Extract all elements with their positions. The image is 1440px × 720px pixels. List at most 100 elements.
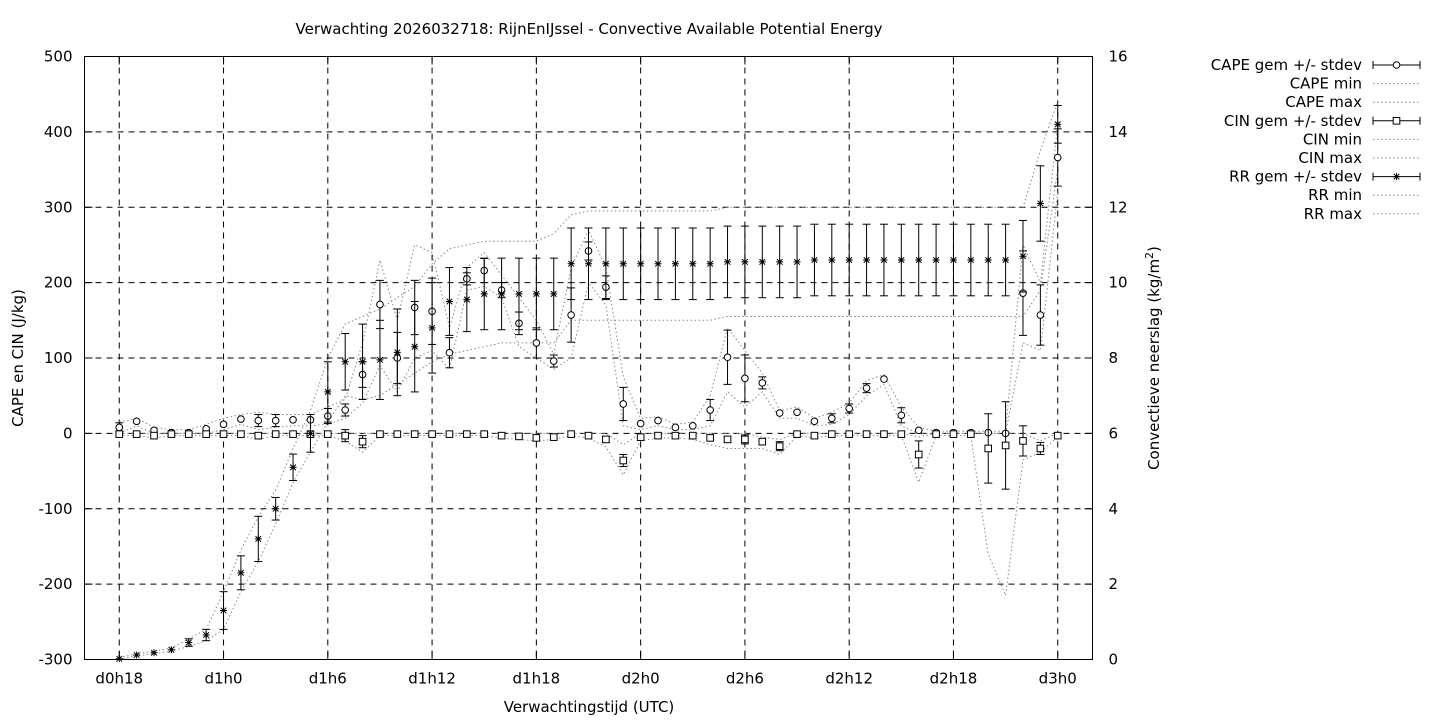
- y2-label-end: ): [1145, 246, 1163, 252]
- cin-point: [445, 430, 454, 438]
- rr-point: [237, 569, 245, 577]
- cin-point: [845, 430, 853, 438]
- cin-point: [793, 430, 801, 438]
- cape-point: [741, 374, 749, 383]
- y-tick-label: 300: [44, 198, 73, 216]
- legend-label: CIN gem +/- stdev: [1224, 112, 1362, 130]
- y-axis-ticks: -300 -200 -100 0 100 200 300 400 500: [38, 48, 93, 669]
- rr-point: [567, 260, 575, 268]
- cin-point: [706, 434, 714, 442]
- y2-axis-ticks: 0 2 4 6 8 10 12 14 16: [1084, 48, 1128, 669]
- legend-label: RR max: [1304, 205, 1362, 223]
- rr-point: [637, 260, 645, 268]
- rr-point: [550, 290, 558, 298]
- rr-point: [254, 535, 262, 543]
- cape-point: [1053, 153, 1062, 162]
- cin-point: [428, 430, 436, 438]
- cin-point: [671, 431, 680, 440]
- rr-point: [828, 256, 836, 264]
- legend-label: CIN max: [1298, 149, 1362, 167]
- cin-point: [967, 430, 975, 438]
- cape-point: [706, 406, 714, 414]
- legend-label: RR gem +/- stdev: [1229, 168, 1362, 186]
- rr-point: [1036, 199, 1044, 207]
- x-tick-label: d1h18: [513, 670, 561, 688]
- y-tick-label: 0: [63, 424, 73, 442]
- cin-point: [862, 430, 871, 438]
- y2-tick-label: 0: [1109, 651, 1119, 669]
- min-max-lines: [119, 101, 1059, 660]
- rr-point: [376, 356, 384, 364]
- cape-point: [636, 419, 645, 428]
- y2-tick-label: 14: [1109, 123, 1128, 141]
- rr-point: [393, 348, 401, 356]
- cape-point: [914, 426, 923, 435]
- cin-point: [532, 434, 541, 442]
- legend-marker: [1392, 117, 1401, 125]
- rr-point: [619, 260, 627, 268]
- y-tick-label: -200: [38, 575, 72, 593]
- legend-label: CAPE gem +/- stdev: [1211, 56, 1362, 74]
- rr-point: [185, 639, 193, 647]
- cin-point: [897, 430, 906, 438]
- cape-point: [219, 420, 228, 429]
- rr-point: [324, 388, 332, 396]
- cin-point: [271, 430, 280, 438]
- cin-point: [1001, 441, 1010, 450]
- y-tick-label: -100: [38, 500, 72, 518]
- cin-point: [914, 450, 923, 459]
- cin-point: [376, 430, 384, 438]
- cin-point: [688, 431, 697, 440]
- rr-point: [585, 260, 592, 268]
- cape-point: [897, 411, 906, 420]
- cin-point: [828, 430, 836, 438]
- cin-point: [184, 430, 193, 438]
- rr-point: [1002, 256, 1010, 264]
- y-tick-label: 400: [44, 123, 73, 141]
- y2-label-main: Convectieve neerslag (kg/m: [1145, 259, 1163, 470]
- rr-maxline: [119, 101, 1059, 659]
- rr-point: [1019, 252, 1027, 260]
- rr-point: [758, 258, 766, 266]
- cin-point: [497, 431, 506, 440]
- rr-point: [863, 256, 871, 264]
- rr-point: [810, 256, 818, 264]
- cin-point: [654, 431, 662, 440]
- rr-point: [498, 290, 506, 298]
- cin-point: [984, 444, 993, 453]
- cape-point: [532, 339, 541, 347]
- x-tick-label: d3h0: [1039, 670, 1077, 688]
- y-tick-label: 200: [44, 274, 73, 292]
- cape-point: [880, 375, 888, 383]
- legend-label: CAPE max: [1285, 93, 1362, 111]
- y2-tick-label: 6: [1109, 424, 1119, 442]
- rr-point: [480, 290, 488, 298]
- rr-point: [602, 260, 610, 268]
- cape-point: [758, 379, 767, 387]
- cin-point: [132, 430, 141, 438]
- x-tick-label: d1h6: [309, 670, 347, 688]
- rr-point: [445, 297, 453, 305]
- x-axis-label: Verwachtingstijd (UTC): [504, 698, 675, 716]
- cin-point: [254, 431, 263, 440]
- rr-point: [341, 358, 349, 366]
- cin-point: [949, 430, 958, 438]
- rr-point: [515, 290, 523, 298]
- cin-point: [324, 430, 332, 438]
- cape-point: [132, 417, 141, 426]
- rr-point: [532, 290, 540, 298]
- x-tick-label: d1h12: [408, 670, 456, 688]
- cape-point: [619, 400, 628, 408]
- rr-point: [793, 258, 801, 266]
- cape-point: [237, 415, 245, 423]
- cape-point: [845, 404, 853, 413]
- rr-point: [289, 463, 297, 471]
- legend-marker: [1393, 173, 1400, 181]
- plot-frame: [84, 56, 1093, 660]
- rr-point: [1054, 120, 1062, 128]
- cin-point: [115, 430, 124, 438]
- cin-point: [723, 435, 732, 444]
- rr-point: [202, 631, 210, 639]
- x-tick-label: d1h0: [204, 670, 242, 688]
